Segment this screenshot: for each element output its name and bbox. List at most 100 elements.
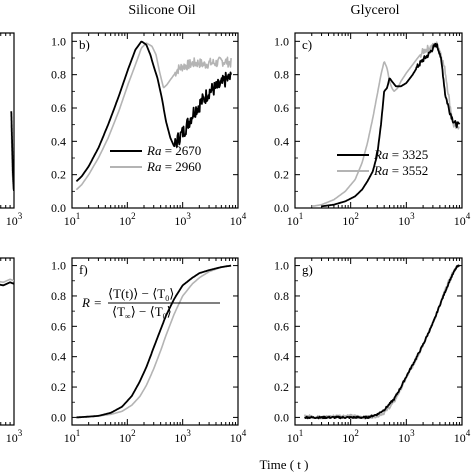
y-tick-label: 0.4	[274, 350, 289, 364]
x-tick-exponent: 3	[186, 428, 191, 438]
y-tick-label: 0.2	[274, 168, 289, 182]
plot-frame	[294, 32, 463, 209]
x-tick-label: 103	[174, 428, 191, 445]
panel-label: b)	[79, 37, 90, 52]
x-tick-base: 10	[342, 214, 354, 228]
legend-eq: = 3325	[388, 147, 428, 162]
legend-entry: Ra = 2670	[146, 143, 201, 158]
legend-var: Ra	[373, 163, 389, 178]
x-tick-label: 103	[174, 211, 191, 228]
plot-frame	[294, 257, 463, 426]
plot-frame	[71, 257, 239, 426]
x-tick-exponent: 1	[76, 428, 81, 438]
x-tick-exponent: 4	[466, 428, 471, 438]
x-tick-label: 101	[287, 211, 304, 228]
x-tick-label: 102	[342, 428, 359, 445]
y-tick-label: 0.6	[274, 101, 289, 115]
x-tick-base: 10	[119, 214, 131, 228]
x-tick-base: 10	[64, 214, 76, 228]
y-tick-label: 0.6	[274, 319, 289, 333]
x-tick-label: 103	[398, 428, 415, 445]
series-line-light	[304, 264, 461, 420]
x-tick-base: 10	[230, 431, 242, 445]
x-tick-label: 104	[454, 428, 471, 445]
panel-label: f)	[79, 262, 88, 277]
y-tick-label: 0.4	[51, 350, 66, 364]
x-tick-exponent: 1	[299, 428, 304, 438]
series-line-dark	[76, 264, 232, 419]
y-tick-label: 0.8	[51, 289, 66, 303]
x-tick-base: 10	[342, 431, 354, 445]
panel-label: g)	[302, 262, 313, 277]
x-tick-label: 103	[6, 428, 23, 445]
x-tick-exponent: 3	[410, 428, 415, 438]
y-tick-label: 0.8	[274, 289, 289, 303]
series-line-light	[0, 278, 14, 284]
x-tick-base: 10	[119, 431, 131, 445]
x-tick-base: 10	[287, 214, 299, 228]
x-tick-label: 103	[398, 211, 415, 228]
header-silicone-oil: Silicone Oil	[128, 3, 195, 18]
x-tick-base: 10	[6, 431, 18, 445]
legend-var: Ra	[146, 143, 162, 158]
series-line-dark	[75, 40, 232, 182]
legend-entry: Ra = 3552	[373, 163, 428, 178]
y-tick-label: 0.8	[51, 68, 66, 82]
y-tick-label: 0.0	[274, 201, 289, 215]
header-glycerol: Glycerol	[351, 3, 400, 18]
y-tick-label: 1.0	[51, 259, 66, 273]
series-line-dark	[0, 281, 14, 287]
x-tick-exponent: 3	[410, 211, 415, 221]
x-tick-exponent: 4	[242, 428, 247, 438]
legend-entry: Ra = 2960	[146, 159, 201, 174]
legend-eq: = 2670	[161, 143, 201, 158]
x-tick-exponent: 3	[18, 211, 23, 221]
x-tick-exponent: 1	[299, 211, 304, 221]
y-tick-label: 1.0	[274, 259, 289, 273]
x-tick-exponent: 1	[76, 211, 81, 221]
x-tick-exponent: 2	[131, 211, 136, 221]
x-tick-exponent: 2	[354, 428, 359, 438]
x-tick-base: 10	[174, 214, 186, 228]
x-tick-base: 10	[454, 431, 466, 445]
formula: R = ⟨T(t)⟩ − ⟨T0⟩⟨T∞⟩ − ⟨T0⟩	[81, 286, 220, 321]
x-tick-label: 101	[287, 428, 304, 445]
y-tick-label: 0.6	[51, 101, 66, 115]
y-tick-label: 1.0	[51, 34, 66, 48]
y-tick-label: 0.6	[51, 319, 66, 333]
x-tick-label: 102	[119, 211, 136, 228]
plot-frame	[71, 32, 239, 209]
x-tick-base: 10	[6, 214, 18, 228]
y-tick-label: 0.0	[51, 201, 66, 215]
y-tick-label: 0.2	[51, 168, 66, 182]
legend-var: Ra	[146, 159, 162, 174]
x-tick-label: 104	[454, 211, 471, 228]
x-tick-label: 104	[230, 211, 247, 228]
y-tick-label: 0.0	[274, 410, 289, 424]
y-tick-label: 0.4	[51, 134, 66, 148]
y-tick-label: 0.0	[51, 410, 66, 424]
x-tick-label: 101	[64, 211, 81, 228]
x-tick-base: 10	[398, 214, 410, 228]
legend-eq: = 3552	[388, 163, 428, 178]
y-tick-label: 1.0	[274, 34, 289, 48]
x-tick-base: 10	[174, 431, 186, 445]
x-tick-label: 102	[119, 428, 136, 445]
panel-a-edge: 103	[0, 32, 23, 228]
series-line-dark	[10, 110, 14, 193]
x-tick-exponent: 2	[131, 428, 136, 438]
series-line-light	[311, 41, 460, 208]
x-tick-label: 102	[342, 211, 359, 228]
x-tick-exponent: 4	[242, 211, 247, 221]
series-line-dark	[304, 264, 461, 420]
series-line-light	[75, 42, 232, 191]
plot-frame	[0, 257, 15, 426]
formula-numerator: ⟨T(t)⟩ − ⟨T0⟩	[108, 286, 174, 303]
x-tick-base: 10	[398, 431, 410, 445]
y-tick-label: 0.8	[274, 68, 289, 82]
formula-denominator: ⟨T∞⟩ − ⟨T0⟩	[112, 304, 172, 321]
